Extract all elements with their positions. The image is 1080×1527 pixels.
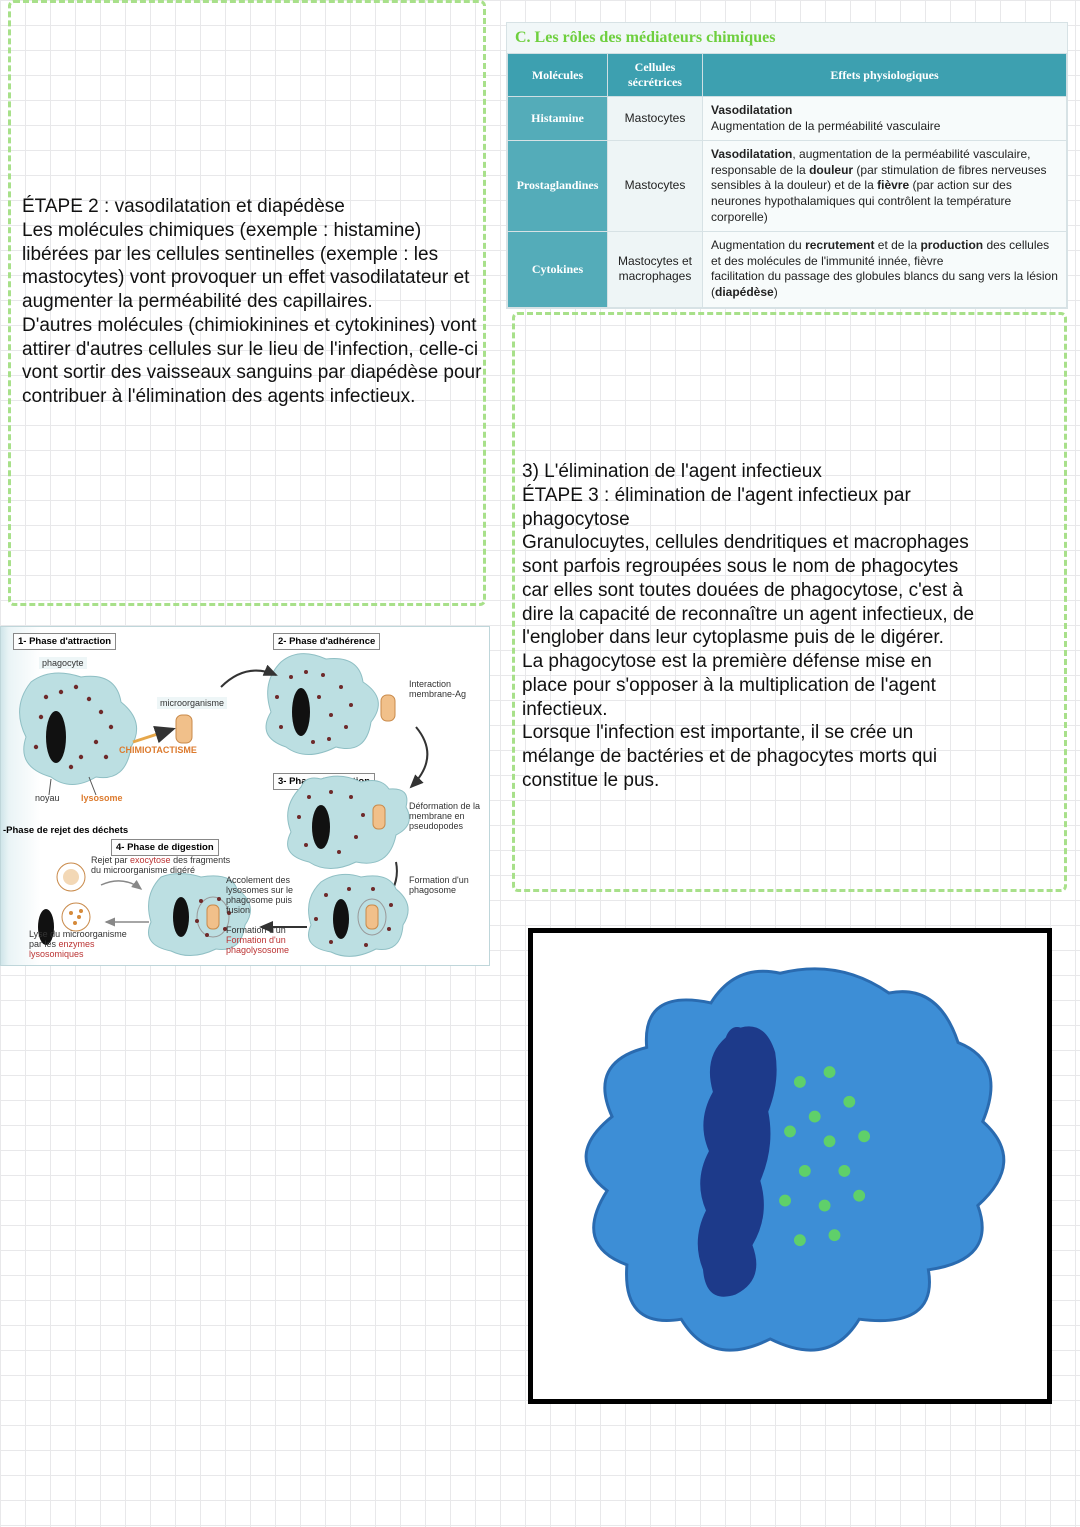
chimio-arrow	[133, 729, 173, 742]
etape3-title: ÉTAPE 3 : élimination de l'agent infecti…	[522, 485, 911, 530]
mediators-table: Molécules Cellules sécrétrices Effets ph…	[507, 53, 1067, 308]
cell-mol: Cytokines	[508, 232, 608, 307]
etape3-heading: 3) L'élimination de l'agent infectieux	[522, 461, 822, 482]
lbl-form-phagolyso: Formation d'un Formation d'un phagolysos…	[226, 925, 306, 955]
th-molecules: Molécules	[508, 54, 608, 97]
th-effets: Effets physiologiques	[703, 54, 1067, 97]
etape2-text: ÉTAPE 2 : vasodilatation et diapédèse Le…	[22, 195, 487, 409]
th-cellules: Cellules sécrétrices	[608, 54, 703, 97]
mediators-table-wrap: C. Les rôles des médiateurs chimiques Mo…	[506, 22, 1068, 309]
phase2-cell	[266, 654, 378, 755]
cell-eff: Vasodilatation, augmentation de la permé…	[703, 141, 1067, 232]
etape2-title: ÉTAPE 2 : vasodilatation et diapédèse	[22, 196, 345, 217]
lbl-interaction: Interaction membrane-Ag	[409, 679, 479, 699]
nucleus-icon	[46, 711, 66, 763]
phase1-cell	[20, 673, 137, 785]
lbl-chimio: CHIMIOTACTISME	[119, 745, 197, 755]
table-row: Cytokines Mastocytes et macrophages Augm…	[508, 232, 1067, 307]
cell-secr: Mastocytes	[608, 97, 703, 141]
mediators-table-title: C. Les rôles des médiateurs chimiques	[507, 23, 1067, 53]
etape2-p1: Les molécules chimiques (exemple : hista…	[22, 220, 469, 312]
etape3-text: 3) L'élimination de l'agent infectieux É…	[522, 460, 982, 793]
lbl-rejet: Rejet par exocytose des fragments du mic…	[91, 855, 231, 875]
lbl-noyau: noyau	[35, 793, 60, 803]
lbl-microorg: microorganisme	[157, 697, 227, 709]
etape2-p2: D'autres molécules (chimiokinines et cyt…	[22, 315, 481, 407]
lbl-phagocyte: phagocyte	[39, 657, 87, 669]
lbl-deformation: Déformation de la membrane en pseudopode…	[409, 801, 487, 831]
cell-secr: Mastocytes	[608, 141, 703, 232]
cell-mol: Histamine	[508, 97, 608, 141]
lbl-lyse: Lyse du microorganisme par les enzymes l…	[29, 929, 139, 959]
lbl-lysosome: lysosome	[81, 793, 123, 803]
cell-eff: Augmentation du recrutement et de la pro…	[703, 232, 1067, 307]
table-row: Histamine Mastocytes VasodilatationAugme…	[508, 97, 1067, 141]
microorganism-icon	[176, 715, 192, 743]
lbl-accolement: Accolement des lysosomes sur le phagosom…	[226, 875, 306, 915]
table-header-row: Molécules Cellules sécrétrices Effets ph…	[508, 54, 1067, 97]
table-row: Prostaglandines Mastocytes Vasodilatatio…	[508, 141, 1067, 232]
cell-mol: Prostaglandines	[508, 141, 608, 232]
macrophage-cell-frame	[528, 928, 1052, 1404]
etape3-p2: La phagocytose est la première défense m…	[522, 651, 936, 720]
lbl-formation-phagosome: Formation d'un phagosome	[409, 875, 487, 895]
cell-secr: Mastocytes et macrophages	[608, 232, 703, 307]
phase3-cell	[288, 776, 410, 868]
etape3-p1: Granulocuytes, cellules dendritiques et …	[522, 532, 974, 648]
etape3-p3: Lorsque l'infection est importante, il s…	[522, 722, 937, 791]
cell-body	[586, 969, 1004, 1350]
macrophage-svg	[533, 933, 1047, 1399]
cell-eff: VasodilatationAugmentation de la perméab…	[703, 97, 1067, 141]
phago-svg	[1, 627, 491, 967]
phagocytosis-diagram: 1- Phase d'attraction 2- Phase d'adhéren…	[0, 626, 490, 966]
